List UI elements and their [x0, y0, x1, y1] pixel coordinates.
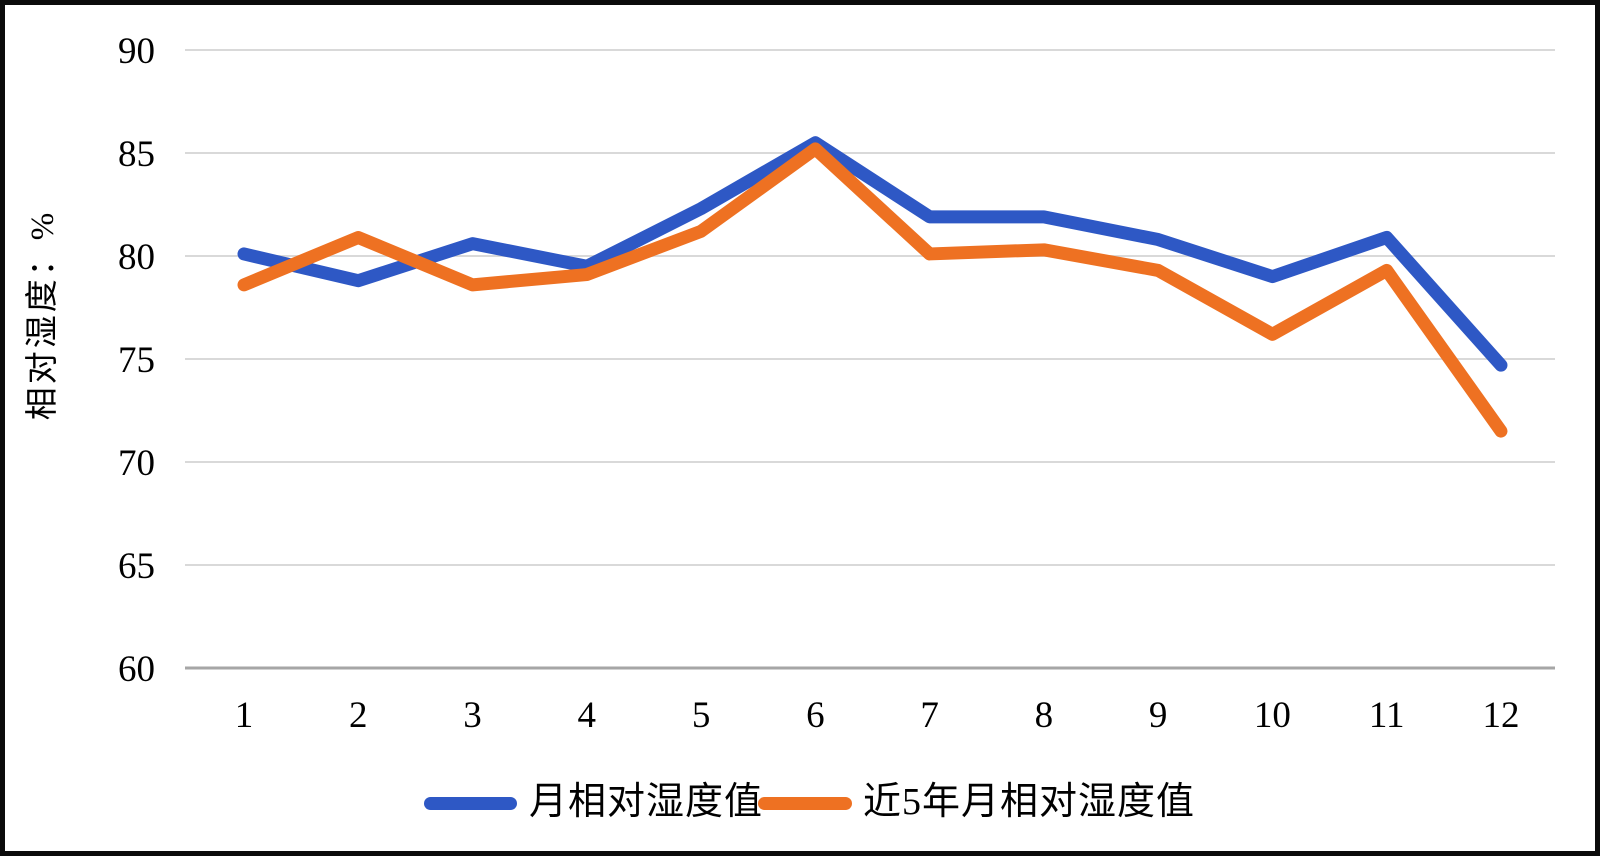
y-tick-label: 60: [118, 649, 155, 690]
series-line-5yr-humidity: [237, 142, 1508, 438]
x-tick-label: 5: [692, 695, 711, 736]
x-tick-label: 6: [806, 695, 825, 736]
legend-label-5yr: 近5年月相对湿度值: [863, 781, 1196, 823]
x-tick-label: 9: [1149, 695, 1168, 736]
y-axis-title: 相对湿度：%: [24, 210, 61, 421]
x-tick-label: 4: [578, 695, 597, 736]
x-axis-tick-labels: 1 2 3 4 5 6 7 8 9 10 11 12: [235, 695, 1520, 736]
x-tick-label: 3: [463, 695, 482, 736]
y-axis-tick-labels: 90 85 80 75 70 65 60: [118, 31, 155, 690]
y-tick-label: 90: [118, 31, 155, 72]
y-tick-label: 75: [118, 340, 155, 381]
x-tick-label: 1: [235, 695, 254, 736]
x-tick-label: 7: [920, 695, 939, 736]
gridlines: [185, 49, 1555, 670]
legend-swatch-5yr: [758, 797, 852, 810]
x-tick-label: 11: [1369, 695, 1405, 736]
series-line-monthly-humidity: [237, 136, 1508, 372]
x-tick-label: 12: [1482, 695, 1519, 736]
x-tick-label: 2: [349, 695, 368, 736]
y-tick-label: 70: [118, 443, 155, 484]
legend-swatch-monthly: [424, 797, 517, 810]
x-tick-label: 8: [1035, 695, 1054, 736]
y-tick-label: 65: [118, 546, 155, 587]
x-tick-label: 10: [1254, 695, 1291, 736]
y-tick-label: 80: [118, 237, 155, 278]
legend-label-monthly: 月相对湿度值: [529, 781, 764, 823]
y-tick-label: 85: [118, 134, 155, 175]
